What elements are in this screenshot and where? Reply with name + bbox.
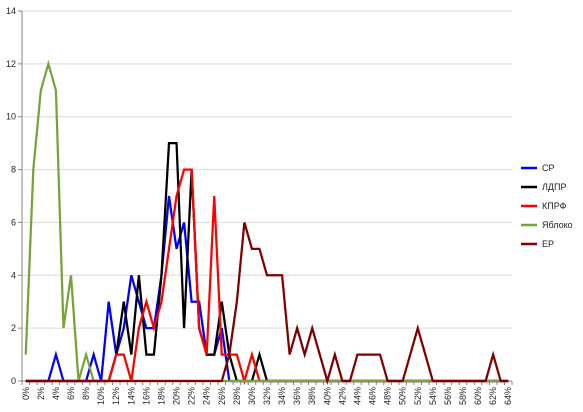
x-tick-label: 2% (36, 387, 46, 400)
x-tick-label: 28% (232, 387, 242, 405)
x-tick-label: 38% (307, 387, 317, 405)
x-tick-label: 18% (156, 387, 166, 405)
x-tick-label: 24% (202, 387, 212, 405)
x-tick-label: 16% (141, 387, 151, 405)
x-tick-label: 40% (322, 387, 332, 405)
y-tick-label: 14 (6, 6, 16, 16)
x-tick-label: 64% (503, 387, 513, 405)
y-tick-label: 8 (11, 165, 16, 175)
y-tick-label: 10 (6, 112, 16, 122)
x-tick-label: 8% (81, 387, 91, 400)
x-tick-label: 30% (247, 387, 257, 405)
y-tick-label: 6 (11, 217, 16, 227)
x-tick-label: 60% (473, 387, 483, 405)
legend-label: СР (542, 163, 555, 173)
series-line-ЕР (25, 222, 509, 386)
x-tick-label: 32% (262, 387, 272, 405)
x-tick-label: 58% (458, 387, 468, 405)
x-tick-label: 26% (217, 387, 227, 405)
x-tick-label: 46% (368, 387, 378, 405)
x-tick-label: 54% (428, 387, 438, 405)
x-tick-label: 10% (96, 387, 106, 405)
x-tick-label: 52% (413, 387, 423, 405)
x-axis-tick-labels: 0% 2% 4% 6% 8% 10% 12% 14% 16% 18% 20% 22% 24% 26% 28%… (21, 387, 513, 405)
x-tick-label: 22% (187, 387, 197, 405)
legend-label: ЕР (542, 239, 554, 249)
legend-label: Яблоко (542, 220, 573, 230)
x-tick-label: 0% (21, 387, 31, 400)
x-tick-label: 56% (443, 387, 453, 405)
y-axis-tick-labels: 0 2 4 6 8 10 12 14 (6, 6, 16, 386)
y-tick-label: 12 (6, 59, 16, 69)
x-tick-label: 4% (51, 387, 61, 400)
x-tick-label: 34% (277, 387, 287, 405)
x-tick-label: 20% (172, 387, 182, 405)
x-tick-label: 44% (352, 387, 362, 405)
y-tick-label: 0 (11, 376, 16, 386)
x-tick-label: 12% (111, 387, 121, 405)
x-tick-label: 42% (337, 387, 347, 405)
x-tick-label: 6% (66, 387, 76, 400)
legend-label: КПРФ (542, 201, 567, 211)
legend: СР ЛДПР КПРФ Яблоко ЕР (521, 163, 573, 249)
y-tick-label: 4 (11, 270, 16, 280)
legend-label: ЛДПР (542, 182, 566, 192)
x-tick-label: 14% (126, 387, 136, 405)
x-tick-label: 62% (488, 387, 498, 405)
x-tick-label: 36% (292, 387, 302, 405)
series-lines (24, 59, 509, 386)
y-tick-label: 2 (11, 323, 16, 333)
x-tick-label: 50% (398, 387, 408, 405)
x-tick-label: 48% (383, 387, 393, 405)
